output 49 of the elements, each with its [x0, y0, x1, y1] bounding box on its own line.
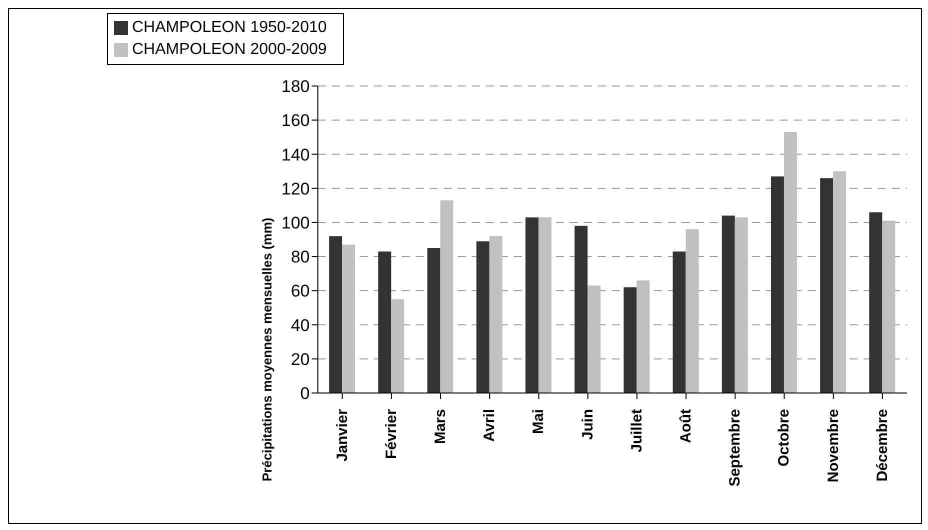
y-tick-label: 0 — [300, 384, 310, 404]
bar — [624, 287, 637, 393]
x-tick-label: Mai — [530, 409, 548, 434]
y-tick-label: 160 — [281, 111, 310, 130]
bar — [869, 212, 882, 393]
legend-label: CHAMPOLEON 1950-2010 — [132, 19, 327, 36]
bar — [672, 251, 686, 393]
bar — [833, 171, 846, 393]
y-tick-label: 140 — [281, 145, 310, 164]
bar — [722, 216, 735, 393]
bar — [329, 236, 342, 393]
x-tick-label: Décembre — [874, 409, 891, 482]
x-tick-label: Janvier — [334, 408, 351, 462]
bar — [820, 178, 834, 393]
x-tick-label: Juillet — [628, 409, 646, 452]
bar — [686, 229, 699, 393]
y-axis-title: Précipitations moyennes mensuelles (mm) — [259, 218, 274, 482]
x-tick-label: Août — [678, 409, 695, 444]
bar — [588, 286, 601, 393]
bar — [882, 220, 896, 393]
x-tick-label: Octobre — [776, 409, 793, 467]
bar — [636, 280, 650, 393]
x-tick-label: Juin — [579, 409, 596, 440]
bar — [734, 217, 748, 393]
x-tick-label: Mars — [432, 409, 450, 444]
bar — [538, 217, 552, 393]
bar — [489, 236, 502, 393]
x-tick-label: Novembre — [824, 409, 842, 482]
y-tick-label: 100 — [281, 213, 310, 232]
y-tick-label: 120 — [281, 179, 310, 198]
bar — [378, 251, 392, 393]
x-tick-label: Avril — [481, 409, 498, 442]
bar — [784, 132, 797, 393]
y-tick-label: 60 — [290, 282, 310, 301]
bar — [476, 241, 490, 393]
y-tick-label: 180 — [281, 77, 310, 96]
y-tick-label: 20 — [290, 350, 310, 369]
bar — [342, 244, 356, 393]
legend-label: CHAMPOLEON 2000-2009 — [132, 41, 327, 58]
y-tick-label: 80 — [290, 248, 310, 267]
bar — [770, 176, 784, 393]
y-tick-label: 40 — [290, 316, 310, 335]
bar — [574, 226, 588, 393]
x-tick-label: Septembre — [726, 409, 744, 487]
bar — [525, 217, 538, 393]
x-tick-label: Février — [382, 408, 400, 460]
bar — [440, 200, 454, 393]
bar — [427, 248, 440, 393]
bar — [391, 299, 404, 393]
